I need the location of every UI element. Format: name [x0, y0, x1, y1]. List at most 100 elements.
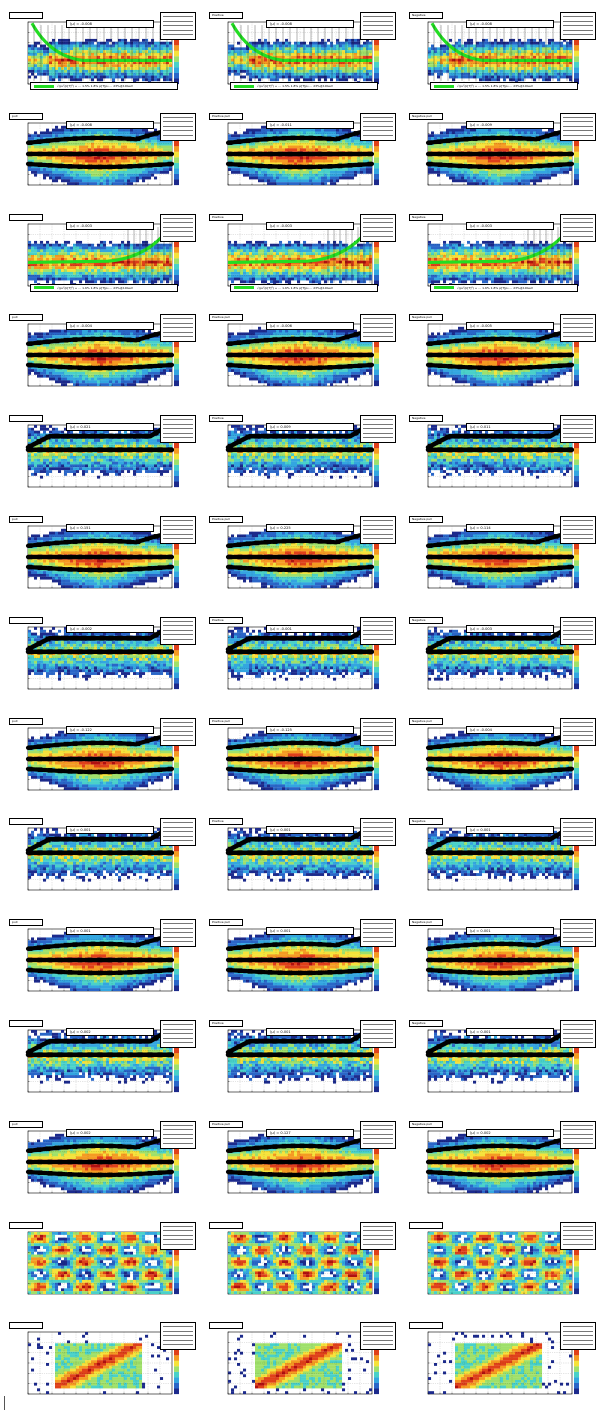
heatmap-cell — [521, 128, 524, 131]
heatmap-cell — [497, 179, 500, 182]
heatmap-cell — [437, 67, 440, 70]
heatmap-cell — [509, 145, 512, 148]
heatmap-cell — [369, 78, 372, 81]
heatmap-cell — [79, 145, 82, 148]
heatmap-cell — [40, 131, 43, 134]
heatmap-cell — [294, 159, 297, 162]
heatmap-cell — [536, 42, 539, 45]
heatmap-cell — [494, 159, 497, 162]
heatmap-cell — [273, 42, 276, 45]
heatmap-cell — [61, 148, 64, 151]
heatmap-cell — [243, 159, 246, 162]
heatmap-cell — [130, 47, 133, 50]
heatmap-cell — [509, 182, 512, 185]
heatmap-cell — [255, 159, 258, 162]
heatmap-cell — [434, 148, 437, 151]
heatmap-cell — [28, 134, 31, 137]
color-palette — [574, 34, 579, 84]
heatmap-cell — [258, 128, 261, 131]
heatmap-cell — [500, 53, 503, 56]
heatmap-cell — [476, 70, 479, 73]
heatmap-cell — [476, 131, 479, 134]
heatmap-cell — [61, 73, 64, 76]
heatmap-cell — [467, 176, 470, 179]
heatmap-cell — [354, 70, 357, 73]
heatmap-cell — [151, 50, 154, 53]
heatmap-cell — [548, 45, 551, 48]
heatmap-cell — [73, 145, 76, 148]
heatmap-cell — [336, 47, 339, 50]
heatmap-cell — [312, 176, 315, 179]
heatmap-cell — [64, 73, 67, 76]
heatmap-cell — [28, 148, 31, 151]
heatmap-cell — [303, 176, 306, 179]
heatmap-cell — [551, 56, 554, 59]
heatmap-cell — [351, 70, 354, 73]
heatmap-cell — [139, 76, 142, 79]
heatmap-cell — [58, 128, 61, 131]
heatmap-cell — [509, 157, 512, 160]
heatmap-cell — [303, 45, 306, 48]
palette-swatch — [374, 56, 379, 62]
heatmap-cell — [333, 159, 336, 162]
heatmap-cell — [309, 53, 312, 56]
heatmap-cell — [273, 78, 276, 81]
heatmap-cell — [336, 73, 339, 76]
heatmap-cell — [246, 134, 249, 137]
heatmap-cell — [124, 176, 127, 179]
heatmap-cell — [58, 67, 61, 70]
heatmap-cell — [515, 67, 518, 70]
heatmap-cell — [455, 59, 458, 62]
heatmap-cell — [231, 50, 234, 53]
heatmap-cell — [133, 67, 136, 70]
heatmap-cell — [318, 157, 321, 160]
heatmap-cell — [91, 143, 94, 146]
heatmap-cell — [437, 59, 440, 62]
heatmap-cell — [518, 64, 521, 67]
heatmap-cell — [82, 148, 85, 151]
heatmap-cell — [339, 78, 342, 81]
heatmap-cell — [231, 64, 234, 67]
heatmap-cell — [130, 174, 133, 177]
heatmap-cell — [494, 56, 497, 59]
profile-marker — [308, 164, 313, 169]
heatmap-cell — [88, 179, 91, 182]
heatmap-cell — [440, 134, 443, 137]
heatmap-cell — [294, 64, 297, 67]
profile-marker — [336, 136, 341, 141]
palette-swatch — [174, 56, 179, 62]
profile-marker — [354, 131, 359, 136]
panel-title: pull — [9, 113, 43, 120]
heatmap-cell — [166, 157, 169, 160]
heatmap-cell — [40, 59, 43, 62]
heatmap-cell — [452, 148, 455, 151]
heatmap-cell — [112, 159, 115, 162]
heatmap-cell — [55, 143, 58, 146]
heatmap-cell — [533, 171, 536, 174]
heatmap-cell — [512, 50, 515, 53]
heatmap-cell — [473, 64, 476, 67]
heatmap-cell — [342, 56, 345, 59]
heatmap-cell — [133, 76, 136, 79]
heatmap-cell — [527, 70, 530, 73]
heatmap-cell — [488, 171, 491, 174]
heatmap-cell — [560, 56, 563, 59]
heatmap-cell — [521, 47, 524, 50]
heatmap-cell — [494, 148, 497, 151]
heatmap-cell — [234, 171, 237, 174]
heatmap-cell — [452, 179, 455, 182]
heatmap-cell — [118, 159, 121, 162]
heatmap-cell — [303, 128, 306, 131]
heatmap-cell — [533, 70, 536, 73]
heatmap-cell — [151, 53, 154, 56]
heatmap-cell — [548, 42, 551, 45]
heatmap-cell — [148, 174, 151, 177]
heatmap-cell — [470, 157, 473, 160]
heatmap-cell — [142, 64, 145, 67]
heatmap-cell — [327, 176, 330, 179]
profile-marker — [98, 151, 103, 156]
heatmap-cell — [154, 45, 157, 48]
heatmap-cell — [563, 70, 566, 73]
heatmap-cell — [243, 47, 246, 50]
heatmap-cell — [437, 76, 440, 79]
